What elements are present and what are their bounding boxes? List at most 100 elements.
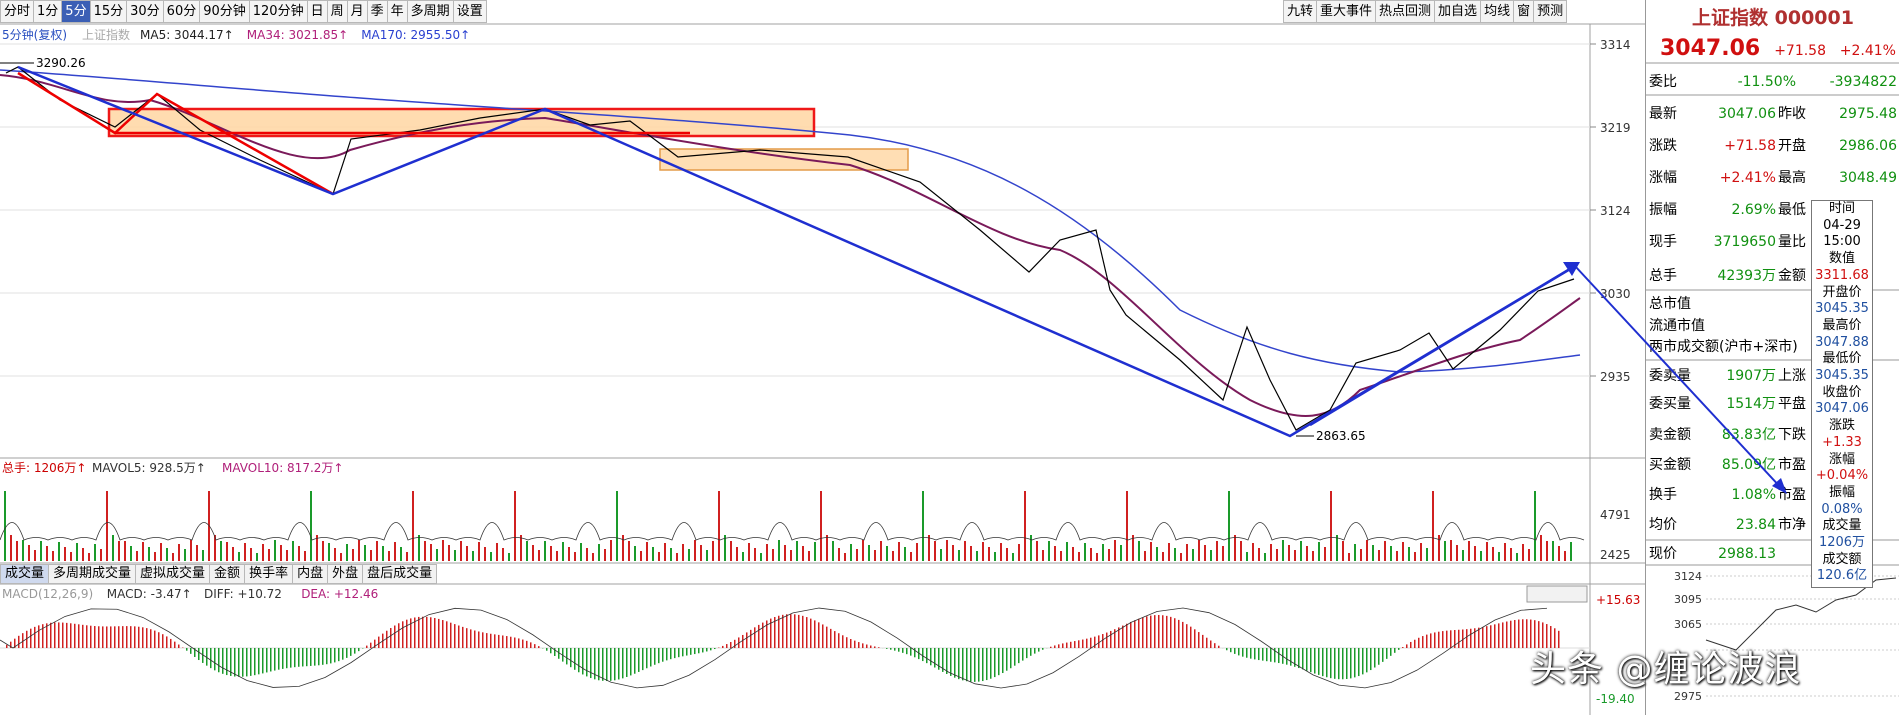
volume-texture bbox=[1432, 491, 1434, 561]
volume-texture bbox=[1222, 546, 1224, 561]
macd-texture bbox=[1286, 648, 1288, 665]
volume-texture bbox=[868, 545, 870, 561]
indicator-tab[interactable]: 虚拟成交量 bbox=[135, 564, 211, 584]
macd-texture bbox=[1446, 630, 1448, 648]
macd-texture bbox=[1462, 629, 1464, 648]
macd-texture bbox=[1198, 632, 1200, 648]
macd-texture bbox=[186, 648, 188, 651]
volume-texture bbox=[1090, 548, 1092, 561]
macd-texture bbox=[386, 630, 388, 648]
period-button[interactable]: 5分 bbox=[61, 0, 91, 23]
volume-texture bbox=[694, 540, 696, 561]
indicator-tabs: 成交量 多周期成交量 虚拟成交量 金额 换手率 内盘 外盘 盘后成交量 bbox=[0, 564, 438, 584]
period-button[interactable]: 周 bbox=[326, 0, 348, 23]
volume-texture bbox=[550, 546, 552, 561]
macd-texture bbox=[1126, 623, 1128, 648]
volume-texture bbox=[706, 550, 708, 561]
volume-texture bbox=[340, 553, 342, 561]
indicator-tab[interactable]: 换手率 bbox=[244, 564, 294, 584]
volume-texture bbox=[880, 541, 882, 561]
tooltip-line: 0.08% bbox=[1821, 501, 1863, 517]
volume-texture bbox=[286, 550, 288, 561]
macd-texture bbox=[74, 623, 76, 648]
macd-texture bbox=[1558, 630, 1560, 648]
macd-texture bbox=[1482, 626, 1484, 648]
indicator-tab[interactable]: 外盘 bbox=[327, 564, 364, 584]
volume-texture bbox=[190, 540, 192, 561]
macd-texture bbox=[1318, 648, 1320, 675]
period-button[interactable]: 月 bbox=[346, 0, 368, 23]
macd-texture bbox=[666, 648, 668, 661]
macd-texture bbox=[902, 648, 904, 653]
period-button[interactable]: 年 bbox=[386, 0, 408, 23]
macd-texture bbox=[198, 648, 200, 661]
tool-button[interactable]: 均线 bbox=[1480, 0, 1515, 23]
tool-button[interactable]: 加自选 bbox=[1434, 0, 1482, 23]
volume-texture bbox=[1468, 541, 1470, 561]
macd-texture bbox=[966, 648, 968, 682]
volume-texture bbox=[94, 544, 96, 561]
macd-texture bbox=[1330, 648, 1332, 679]
tool-button[interactable]: 预测 bbox=[1533, 0, 1568, 23]
volume-texture bbox=[976, 551, 978, 561]
volume-texture bbox=[682, 544, 684, 561]
period-button[interactable]: 15分 bbox=[89, 0, 128, 23]
macd-texture bbox=[350, 648, 352, 656]
period-button[interactable]: 60分 bbox=[162, 0, 201, 23]
volume-texture bbox=[130, 546, 132, 561]
volume-texture bbox=[562, 542, 564, 561]
quote-label: 买金额 bbox=[1649, 457, 1691, 473]
indicator-tab[interactable]: 内盘 bbox=[292, 564, 329, 584]
macd-texture bbox=[482, 632, 484, 648]
macd-texture bbox=[914, 648, 916, 658]
indicator-tab[interactable]: 成交量 bbox=[0, 564, 50, 584]
volume-texture bbox=[796, 541, 798, 561]
macd-texture bbox=[1062, 643, 1064, 648]
volume-texture bbox=[1462, 550, 1464, 561]
indicator-tab[interactable]: 盘后成交量 bbox=[362, 564, 438, 584]
macd-texture bbox=[1258, 648, 1260, 661]
volume-texture bbox=[1348, 553, 1350, 561]
period-button[interactable]: 1分 bbox=[33, 0, 63, 23]
period-button[interactable]: 多周期 bbox=[406, 0, 454, 23]
macd-texture bbox=[170, 638, 172, 648]
tooltip-line: 3045.35 bbox=[1815, 368, 1869, 384]
macd-texture bbox=[634, 648, 636, 674]
macd-texture bbox=[762, 622, 764, 648]
indicator-tab[interactable]: 金额 bbox=[209, 564, 246, 584]
macd-texture bbox=[434, 617, 436, 648]
volume-texture bbox=[1438, 535, 1440, 561]
indicator-tab[interactable]: 多周期成交量 bbox=[48, 564, 137, 584]
volume-texture bbox=[400, 547, 402, 561]
period-button[interactable]: 设置 bbox=[452, 0, 487, 23]
quote-value: 2975.48 bbox=[1839, 106, 1897, 122]
macd-texture bbox=[446, 621, 448, 648]
volume-texture bbox=[1510, 548, 1512, 561]
macd-texture bbox=[1458, 629, 1460, 648]
tool-button[interactable]: 热点回测 bbox=[1375, 0, 1436, 23]
period-button[interactable]: 30分 bbox=[126, 0, 164, 23]
macd-texture bbox=[1510, 620, 1512, 648]
macd-texture bbox=[174, 641, 176, 648]
period-button[interactable]: 120分钟 bbox=[248, 0, 308, 23]
macd-texture bbox=[946, 648, 948, 675]
volume-texture bbox=[232, 547, 234, 561]
tooltip-line: 3047.88 bbox=[1815, 334, 1869, 350]
macd-texture bbox=[18, 635, 20, 648]
volume-texture bbox=[508, 553, 510, 561]
macd-texture bbox=[258, 648, 260, 675]
macd-texture bbox=[1474, 628, 1476, 648]
macd-texture bbox=[1398, 648, 1400, 650]
quote-label: 市盈 bbox=[1778, 486, 1806, 503]
volume-texture bbox=[724, 535, 726, 561]
volume-texture bbox=[592, 553, 594, 561]
ma-label: MA34: 3021.85↑ bbox=[247, 28, 348, 42]
tooltip-line: 时间 bbox=[1828, 201, 1855, 216]
indicator-help-button[interactable] bbox=[1526, 585, 1588, 603]
volume-texture bbox=[496, 543, 498, 561]
volume-texture bbox=[322, 541, 324, 561]
macd-texture bbox=[1074, 641, 1076, 648]
macd-texture bbox=[1094, 636, 1096, 648]
volume-texture bbox=[1138, 541, 1140, 561]
volume-texture bbox=[1504, 543, 1506, 561]
